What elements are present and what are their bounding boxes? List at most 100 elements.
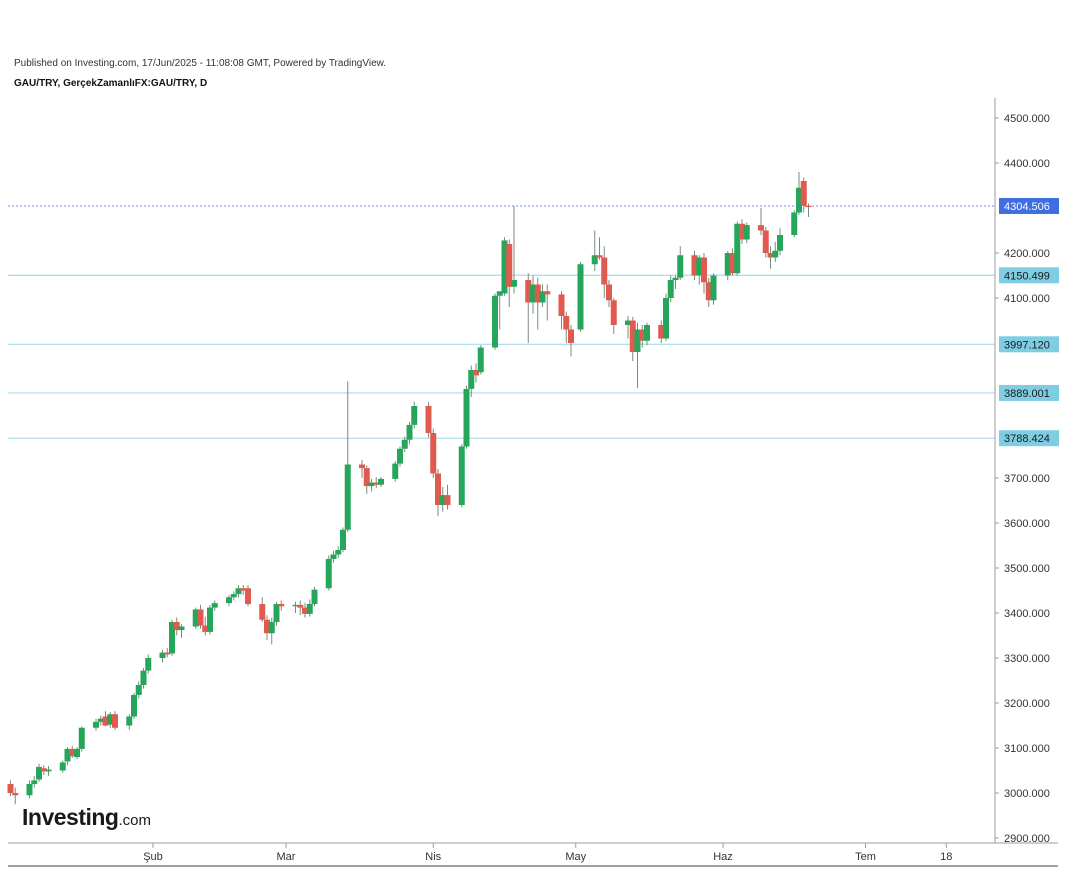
candle-body-75 (506, 244, 513, 287)
candle-body-71 (477, 347, 484, 373)
candle-body-57 (392, 463, 399, 479)
candle-body-18 (131, 694, 137, 717)
candle-body-34 (235, 588, 242, 595)
candle-body-39 (268, 622, 275, 634)
candle-body-91 (625, 320, 631, 325)
candle-body-118 (800, 181, 807, 206)
candle-body-116 (791, 212, 798, 235)
investing-logo: Investing.com (22, 804, 151, 831)
candle-body-84 (568, 329, 574, 343)
candle-body-32 (226, 597, 232, 604)
candle-body-70 (473, 370, 479, 376)
logo-suffix: .com (118, 812, 151, 829)
candle-body-47 (325, 559, 332, 589)
candle-body-107 (729, 253, 736, 274)
level-label-2-bg (999, 384, 1059, 401)
candle-body-115 (777, 235, 783, 251)
candle-body-37 (259, 604, 266, 620)
candle-body-96 (658, 325, 665, 339)
candle-body-25 (173, 622, 180, 631)
y-tick-label-10: 3100.000 (1004, 743, 1050, 755)
candle-body-101 (691, 255, 698, 276)
candle-body-119 (805, 205, 812, 208)
candle-body-110 (743, 225, 750, 240)
candle-body-114 (772, 250, 779, 258)
candle-body-108 (734, 223, 741, 274)
candle-body-46 (311, 589, 318, 604)
candle-body-38 (264, 619, 270, 634)
candle-body-40 (273, 604, 280, 622)
candle-body-105 (710, 275, 717, 301)
candles (7, 172, 812, 805)
x-tick-label-5: Tem (855, 851, 876, 863)
candle-body-99 (672, 277, 679, 280)
candle-body-56 (378, 478, 384, 485)
y-tick-label-12: 2900.000 (1004, 833, 1050, 845)
candle-body-77 (525, 280, 532, 303)
candle-body-78 (530, 284, 536, 303)
candle-body-103 (701, 257, 707, 283)
y-tick-label-0: 4500.000 (1004, 113, 1050, 125)
candle-body-17 (126, 716, 133, 726)
candle-body-87 (596, 255, 603, 258)
candle-body-12 (93, 721, 99, 728)
candle-body-64 (435, 473, 441, 505)
x-tick-label-2: Nis (425, 851, 441, 863)
candle-body-26 (178, 626, 185, 631)
candle-body-61 (411, 406, 418, 425)
candle-body-16 (112, 714, 118, 728)
candle-body-83 (563, 316, 570, 330)
y-tick-label-2: 4200.000 (1004, 248, 1050, 260)
x-tick-label-6: 18 (940, 851, 952, 863)
candle-body-43 (297, 604, 304, 608)
candle-body-31 (211, 603, 218, 608)
candle-body-55 (373, 482, 380, 485)
y-tick-label-6: 3500.000 (1004, 563, 1050, 575)
level-label-1-bg (999, 336, 1059, 353)
published-note: Published on Investing.com, 17/Jun/2025 … (14, 58, 387, 69)
candle-body-88 (601, 257, 608, 285)
candle-body-65 (439, 495, 446, 505)
symbol-title: GAU/TRY, GerçekZamanlıFX:GAU/TRY, D (14, 78, 208, 89)
candle-body-14 (102, 716, 109, 726)
candle-body-109 (739, 223, 745, 240)
candle-body-97 (663, 298, 669, 339)
candle-body-80 (539, 291, 546, 303)
candle-body-10 (74, 748, 80, 757)
candle-body-95 (644, 325, 650, 341)
y-tick-label-1: 4400.000 (1004, 158, 1050, 170)
x-tick-label-3: May (565, 851, 586, 863)
candle-body-1 (12, 793, 19, 796)
candle-body-42 (292, 604, 299, 607)
x-tick-label-4: Haz (713, 851, 733, 863)
y-tick-label-7: 3400.000 (1004, 608, 1050, 620)
candle-body-11 (78, 727, 85, 749)
level-label-2-text: 3889.001 (1004, 388, 1050, 400)
y-tick-label-3: 4100.000 (1004, 293, 1050, 305)
candle-body-23 (164, 652, 171, 655)
candle-body-68 (463, 388, 470, 447)
candle-body-19 (135, 685, 142, 695)
candle-body-28 (197, 609, 204, 626)
candle-body-30 (207, 607, 213, 632)
candle-body-93 (634, 329, 641, 352)
candle-body-106 (724, 253, 731, 276)
x-tick-label-1: Mar (277, 851, 296, 863)
candle-body-44 (302, 607, 308, 614)
candle-body-100 (677, 255, 684, 278)
candle-body-86 (591, 255, 598, 265)
candle-body-76 (511, 280, 517, 287)
candle-body-73 (496, 291, 503, 296)
candle-body-48 (330, 554, 337, 559)
level-label-0-bg (999, 267, 1059, 284)
candle-body-63 (430, 433, 437, 474)
candle-body-60 (406, 424, 413, 440)
level-label-1-text: 3997.120 (1004, 339, 1050, 351)
candle-body-15 (107, 714, 114, 725)
candle-body-41 (278, 604, 285, 607)
candle-body-6 (45, 769, 52, 772)
x-tick-label-0: Şub (143, 851, 163, 863)
candle-body-54 (368, 482, 375, 487)
candle-body-90 (610, 300, 617, 325)
candle-body-4 (36, 766, 42, 780)
